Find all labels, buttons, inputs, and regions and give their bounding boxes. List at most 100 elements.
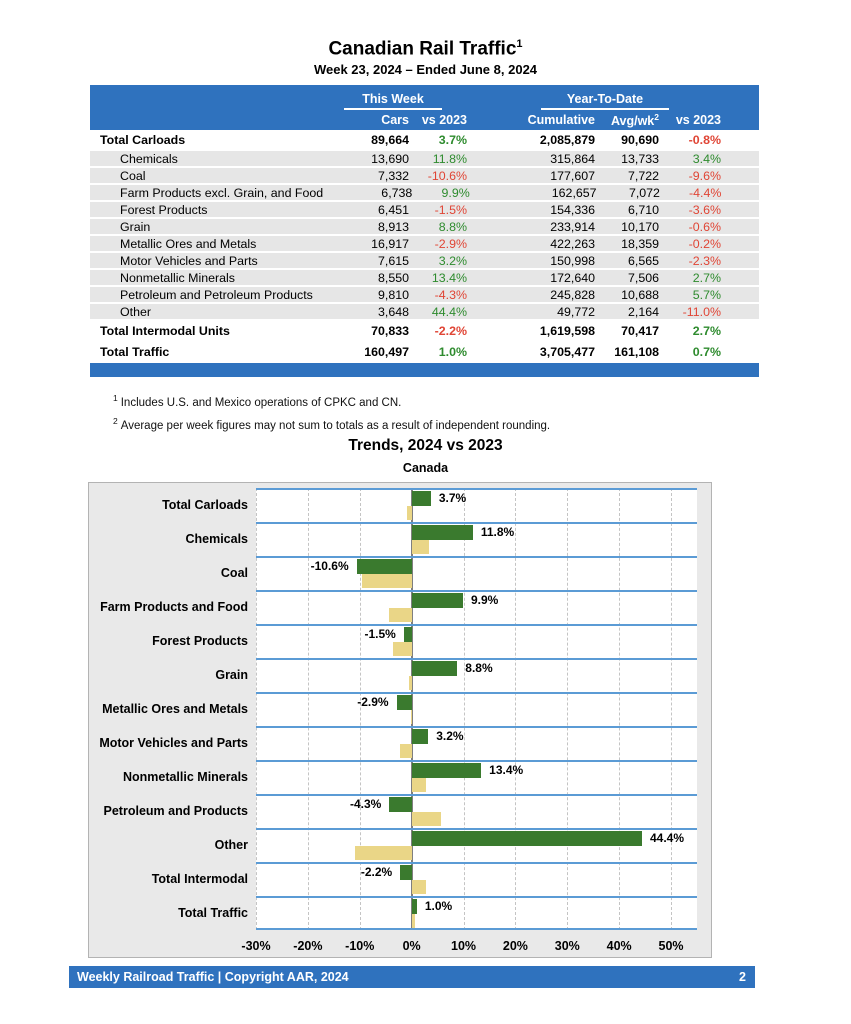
footnote-1: 1 Includes U.S. and Mexico operations of … bbox=[113, 393, 402, 409]
bar-value-label: -2.9% bbox=[357, 695, 389, 709]
cumulative-value: 245,828 bbox=[550, 287, 595, 302]
group-header-this-week: This Week bbox=[344, 92, 442, 110]
row-separator-line bbox=[256, 488, 697, 490]
avg-week-value: 70,417 bbox=[621, 323, 659, 338]
cars-value: 7,615 bbox=[377, 253, 409, 268]
bar-value-label: -10.6% bbox=[310, 559, 349, 573]
week-vs2023-value: 44.4% bbox=[431, 304, 467, 319]
table-row: Farm Products excl. Grain, and Food 6,738… bbox=[90, 185, 759, 202]
this-week-bar bbox=[400, 865, 412, 880]
gridline bbox=[567, 488, 569, 930]
table-row: Grain 8,913 8.8% 233,914 10,170 -0.6% bbox=[90, 219, 759, 236]
this-week-bar bbox=[411, 899, 417, 914]
year-to-date-bar bbox=[354, 846, 412, 860]
row-separator-line bbox=[256, 760, 697, 762]
x-axis-tick-label: 10% bbox=[451, 939, 477, 953]
x-axis-tick-label: 50% bbox=[658, 939, 684, 953]
row-separator-line bbox=[256, 896, 697, 898]
ytd-vs2023-value: -2.3% bbox=[688, 253, 721, 268]
table-column-header-row: Cars vs 2023 Cumulative Avg/wk2 vs 2023 bbox=[90, 110, 759, 130]
cars-value: 70,833 bbox=[371, 323, 409, 338]
cars-value: 6,738 bbox=[381, 185, 413, 200]
avg-week-value: 7,506 bbox=[627, 270, 659, 285]
page-title-text: Canadian Rail Traffic bbox=[328, 38, 517, 60]
ytd-vs2023-value: 0.7% bbox=[692, 344, 721, 359]
year-to-date-bar bbox=[388, 608, 412, 622]
row-label: Metallic Ores and Metals bbox=[120, 236, 257, 251]
bar-value-label: 3.2% bbox=[436, 729, 464, 743]
this-week-bar bbox=[411, 763, 482, 778]
bar-value-label: 11.8% bbox=[480, 525, 515, 539]
footnotes: 1 Includes U.S. and Mexico operations of … bbox=[113, 393, 550, 439]
traffic-table: This Week Year-To-Date Cars vs 2023 Cumu… bbox=[90, 85, 759, 377]
week-vs2023-value: -1.5% bbox=[434, 202, 467, 217]
cars-value: 89,664 bbox=[371, 132, 409, 147]
ytd-vs2023-value: 3.4% bbox=[692, 151, 721, 166]
chart-category-label: Petroleum and Products bbox=[103, 804, 248, 818]
x-axis-tick-label: -10% bbox=[345, 939, 375, 953]
avg-week-value: 2,164 bbox=[627, 304, 659, 319]
week-vs2023-value: 3.2% bbox=[438, 253, 467, 268]
week-vs2023-value: -2.9% bbox=[434, 236, 467, 251]
cars-value: 3,648 bbox=[377, 304, 409, 319]
year-to-date-bar bbox=[408, 676, 412, 690]
year-to-date-bar bbox=[392, 642, 412, 656]
row-separator-line bbox=[256, 928, 697, 930]
col-header-avgwk: Avg/wk2 bbox=[610, 111, 659, 129]
table-row: Chemicals 13,690 11.8% 315,864 13,733 3.4% bbox=[90, 151, 759, 168]
bar-value-label: 3.7% bbox=[438, 491, 467, 505]
trends-bar-chart: This Week Year-To-Date Total Carloads3.7… bbox=[88, 482, 712, 958]
cumulative-value: 154,336 bbox=[550, 202, 595, 217]
cumulative-value: 172,640 bbox=[550, 270, 595, 285]
table-row: Nonmetallic Minerals 8,550 13.4% 172,640 7,5… bbox=[90, 270, 759, 287]
table-row: Other 3,648 44.4% 49,772 2,164 -11.0% bbox=[90, 304, 759, 321]
chart-category-label: Forest Products bbox=[152, 634, 248, 648]
this-week-bar bbox=[411, 491, 431, 506]
row-label: Other bbox=[120, 304, 151, 319]
week-vs2023-value: 8.8% bbox=[438, 219, 467, 234]
x-axis-tick-label: -30% bbox=[241, 939, 271, 953]
row-separator-line bbox=[256, 624, 697, 626]
chart-category-label: Chemicals bbox=[185, 532, 248, 546]
cars-value: 16,917 bbox=[371, 236, 409, 251]
gridline bbox=[515, 488, 517, 930]
row-label: Total Carloads bbox=[100, 132, 186, 147]
row-label: Forest Products bbox=[120, 202, 208, 217]
table-row: Total Carloads 89,664 3.7% 2,085,879 90,690 -… bbox=[90, 130, 759, 151]
year-to-date-bar bbox=[361, 574, 412, 588]
cumulative-value: 162,657 bbox=[551, 185, 597, 200]
ytd-vs2023-value: 2.7% bbox=[692, 323, 721, 338]
bar-value-label: 1.0% bbox=[424, 899, 453, 913]
this-week-bar bbox=[389, 797, 412, 812]
year-to-date-bar bbox=[411, 778, 426, 792]
row-separator-line bbox=[256, 794, 697, 796]
chart-category-label: Metallic Ores and Metals bbox=[102, 702, 248, 716]
avg-week-value: 7,072 bbox=[628, 185, 660, 200]
week-vs2023-value: 1.0% bbox=[438, 344, 467, 359]
week-vs2023-value: -10.6% bbox=[427, 168, 467, 183]
avg-week-value: 7,722 bbox=[627, 168, 659, 183]
bar-value-label: -1.5% bbox=[364, 627, 396, 641]
cumulative-value: 2,085,879 bbox=[539, 132, 595, 147]
chart-category-label: Motor Vehicles and Parts bbox=[99, 736, 248, 750]
table-row: Total Traffic 160,497 1.0% 3,705,477 161,108… bbox=[90, 342, 759, 363]
table-row: Motor Vehicles and Parts 7,615 3.2% 150,998… bbox=[90, 253, 759, 270]
week-vs2023-value: -4.3% bbox=[434, 287, 467, 302]
x-axis-tick-label: 0% bbox=[402, 939, 421, 953]
this-week-bar bbox=[411, 525, 473, 540]
year-to-date-bar bbox=[411, 880, 426, 894]
x-axis-tick-label: 30% bbox=[554, 939, 580, 953]
bar-value-label: 44.4% bbox=[650, 831, 685, 845]
cumulative-value: 150,998 bbox=[550, 253, 595, 268]
cars-value: 7,332 bbox=[377, 168, 409, 183]
row-label: Grain bbox=[120, 219, 151, 234]
this-week-bar bbox=[411, 729, 429, 744]
bar-value-label: -2.2% bbox=[360, 865, 393, 879]
row-label: Motor Vehicles and Parts bbox=[120, 253, 258, 268]
footer-text: Weekly Railroad Traffic | Copyright AAR,… bbox=[77, 970, 349, 984]
chart-category-label: Farm Products and Food bbox=[100, 600, 248, 614]
zero-axis-line bbox=[410, 488, 413, 930]
footnote-2: 2 Average per week figures may not sum to… bbox=[113, 415, 551, 432]
ytd-vs2023-value: 5.7% bbox=[692, 287, 721, 302]
